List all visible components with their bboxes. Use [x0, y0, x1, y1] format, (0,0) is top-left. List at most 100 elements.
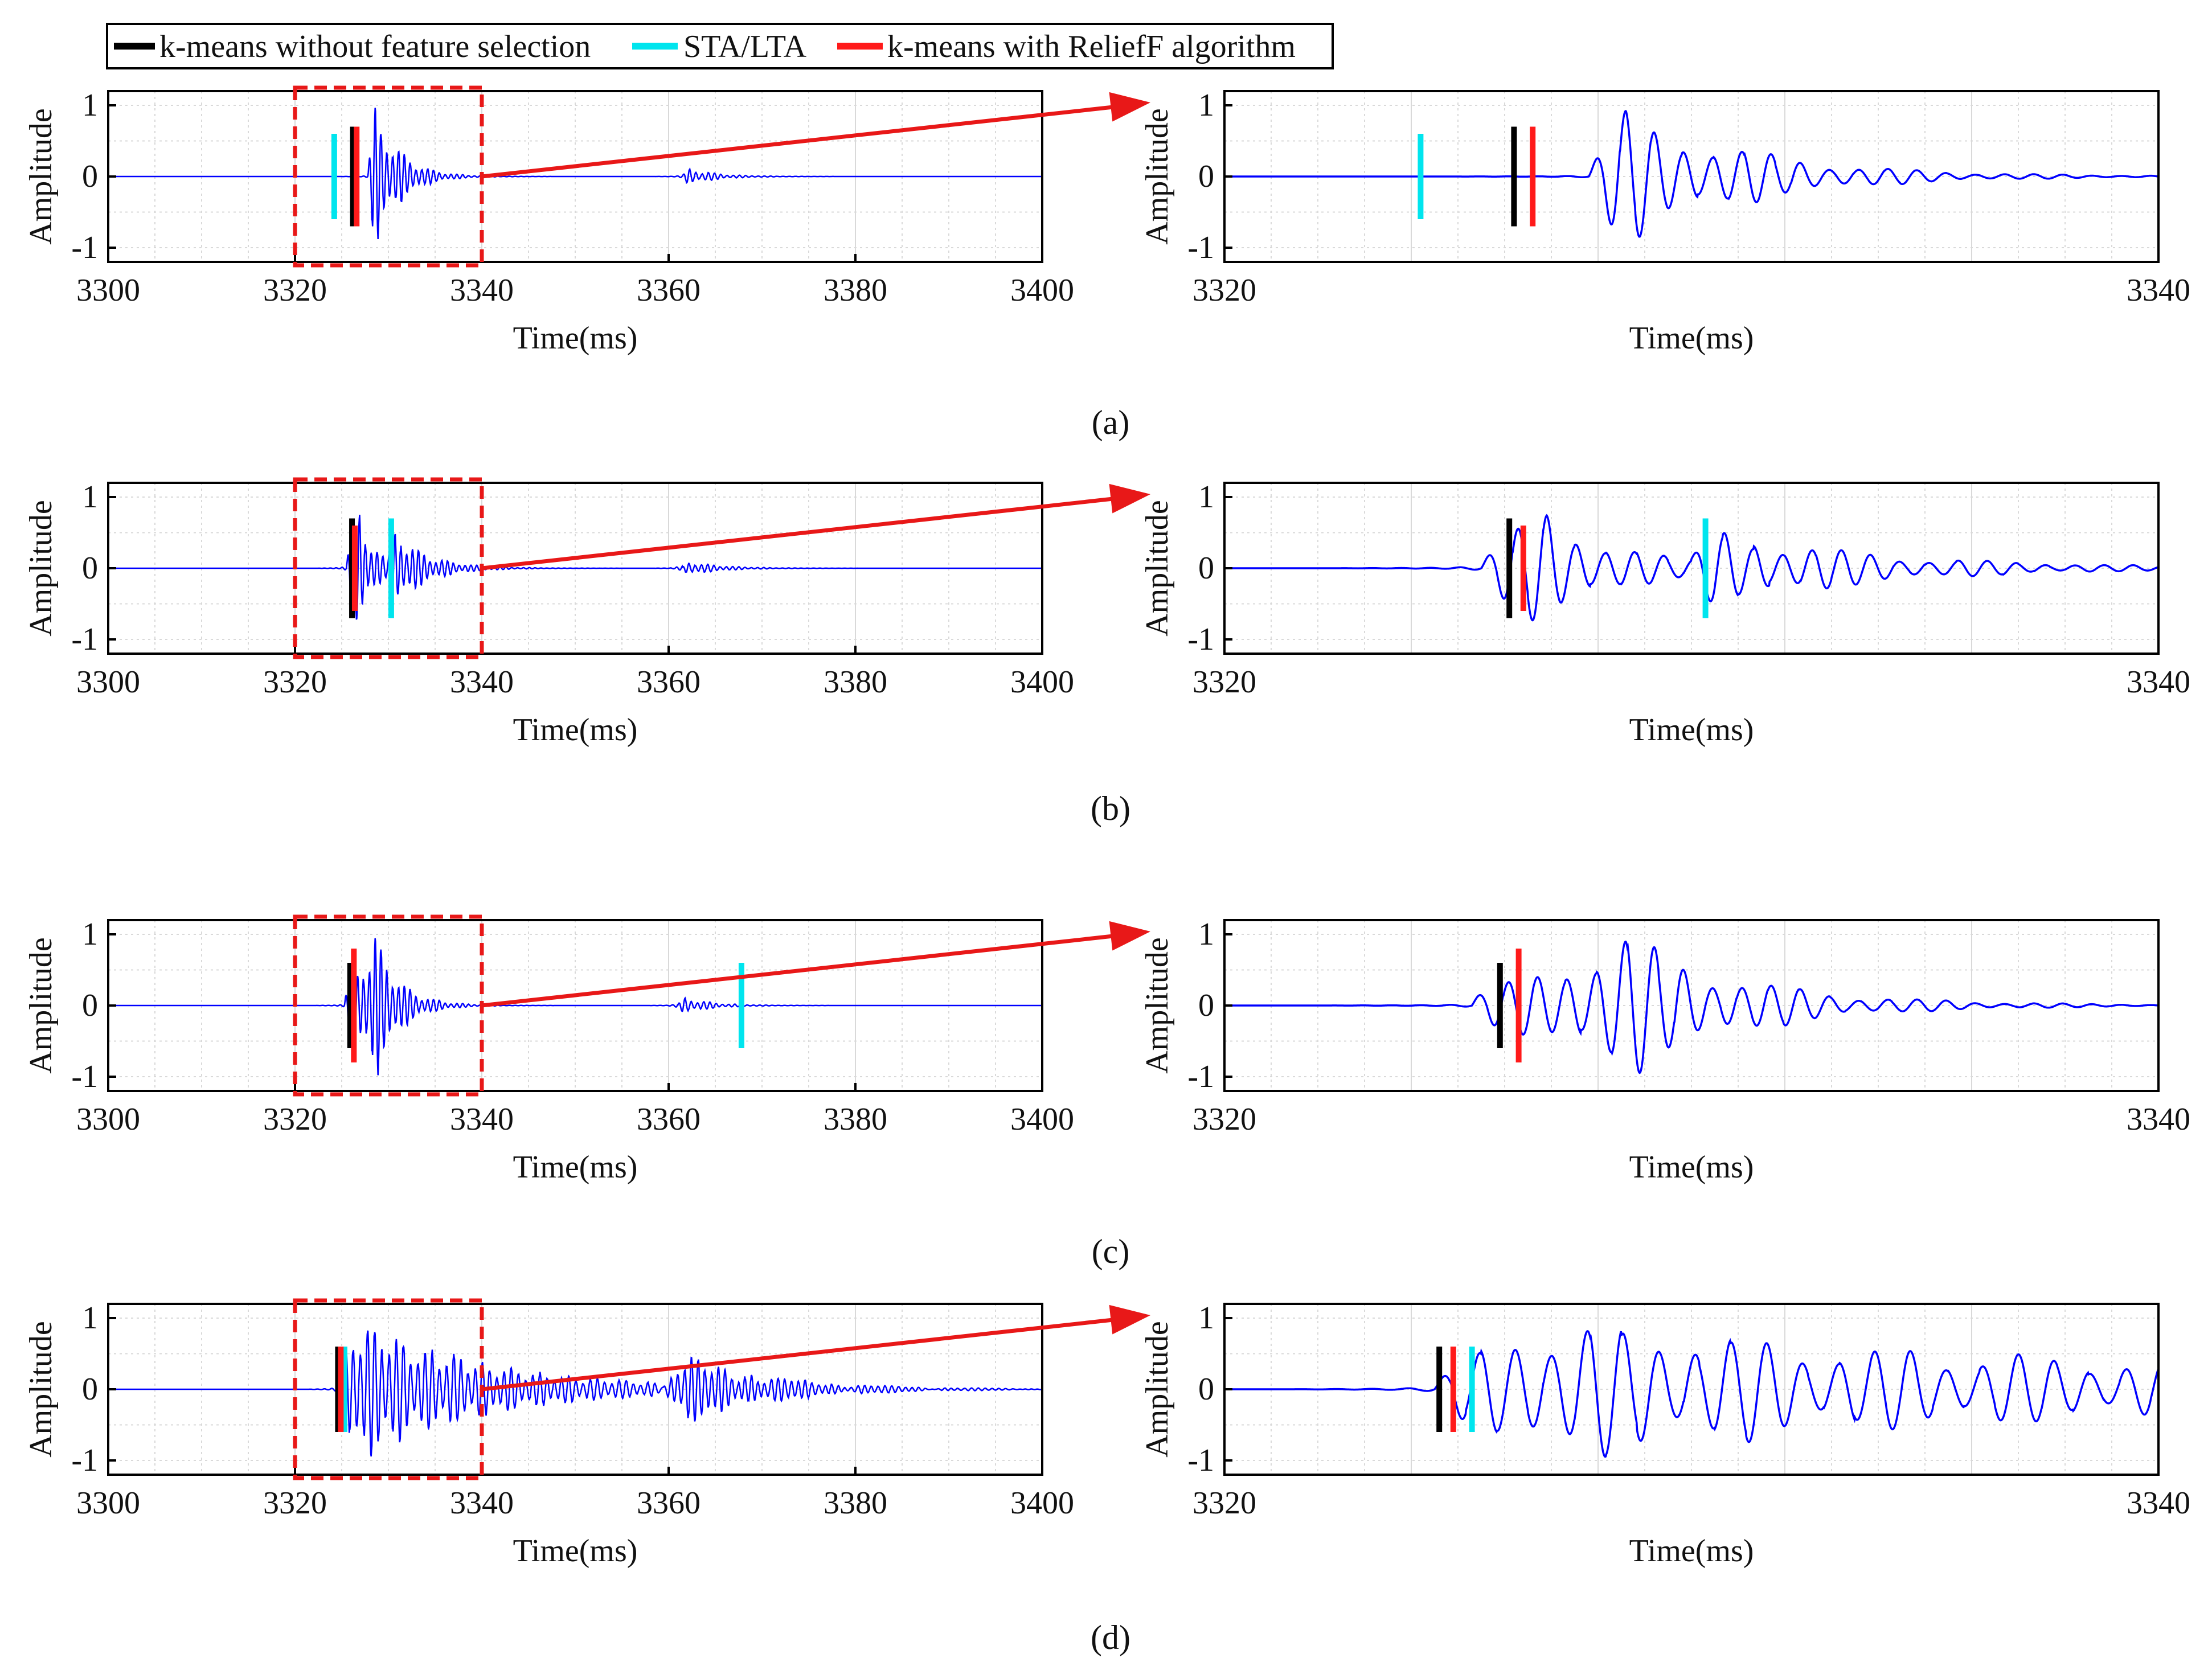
x-tick-label: 3300	[76, 1102, 140, 1137]
chart-panel-2: 1 0 -1 3300 3320 3340 3360 3380 3400 Time(ms) Ampl…	[23, 477, 2190, 827]
zoom-axes: 1 0 -1 3320 3340 Time(ms) Amplitude	[1140, 917, 2190, 1185]
x-tick-label: 3380	[824, 1102, 887, 1137]
x-tick-label: 3380	[824, 1485, 887, 1521]
x-axis-label: Time(ms)	[513, 321, 638, 356]
y-tick-label: 1	[1198, 917, 1214, 952]
signal-trace	[108, 108, 1042, 239]
y-axis-label: Amplitude	[23, 937, 59, 1074]
zoom-arrow-line	[481, 494, 1140, 571]
x-tick-label: 3320	[1193, 1102, 1256, 1137]
x-tick-label: 3380	[824, 273, 887, 308]
x-tick-label: 3320	[263, 273, 327, 308]
zoom-arrow-line	[481, 1315, 1140, 1392]
y-axis-label: Amplitude	[23, 108, 59, 245]
panel-caption: (d)	[1091, 1619, 1130, 1656]
x-tick-label: 3400	[1010, 273, 1074, 308]
x-tick-label: 3360	[637, 1102, 701, 1137]
y-tick-label: -1	[71, 1059, 98, 1094]
x-axis-label: Time(ms)	[513, 1150, 638, 1185]
legend-label-sta-lta: STA/LTA	[683, 29, 807, 64]
full-axes: 1 0 -1 3300 3320 3340 3360 3380 3400 Time(ms) Ampl…	[23, 479, 1074, 748]
zoom-arrow-line	[481, 102, 1140, 179]
y-tick-label: -1	[1187, 622, 1214, 657]
y-tick-label: -1	[71, 622, 98, 657]
signal-trace	[1224, 940, 2159, 1074]
y-tick-label: 1	[1198, 1300, 1214, 1336]
y-tick-label: 0	[82, 551, 98, 586]
x-tick-label: 3380	[824, 664, 887, 700]
y-tick-label: 0	[1198, 159, 1214, 194]
x-tick-label: 3340	[450, 273, 514, 308]
x-tick-label: 3400	[1010, 1485, 1074, 1521]
x-tick-label: 3320	[263, 664, 327, 700]
signal-trace	[108, 938, 1042, 1076]
x-tick-label: 3320	[263, 1102, 327, 1137]
x-tick-label: 3340	[2127, 1485, 2190, 1521]
y-tick-label: 1	[1198, 88, 1214, 123]
y-tick-label: 1	[82, 1300, 98, 1336]
x-axis-label: Time(ms)	[1629, 712, 1754, 748]
x-tick-label: 3340	[450, 1102, 514, 1137]
zoom-axes: 1 0 -1 3320 3340 Time(ms) Amplitude	[1140, 1300, 2190, 1569]
x-axis-label: Time(ms)	[513, 1533, 638, 1569]
x-tick-label: 3400	[1010, 664, 1074, 700]
zoom-arrow-head	[1109, 1304, 1150, 1335]
x-axis-label: Time(ms)	[513, 712, 638, 748]
panel-caption: (c)	[1092, 1233, 1130, 1270]
y-tick-label: 1	[82, 917, 98, 952]
x-tick-label: 3340	[2127, 1102, 2190, 1137]
x-tick-label: 3300	[76, 273, 140, 308]
legend-label-kmeans-no-fs: k-means without feature selection	[159, 29, 591, 64]
signal-trace	[108, 514, 1042, 620]
signal-trace	[1224, 514, 2159, 622]
legend-box	[106, 23, 1334, 69]
y-tick-label: -1	[1187, 1059, 1214, 1094]
x-tick-label: 3340	[450, 1485, 514, 1521]
chart-panel-1: 1 0 -1 3300 3320 3340 3360 3380 3400 Time(ms) Ampl…	[23, 85, 2190, 441]
y-tick-label: 0	[1198, 1372, 1214, 1407]
x-tick-label: 3300	[76, 664, 140, 700]
x-tick-label: 3320	[1193, 664, 1256, 700]
x-tick-label: 3360	[637, 664, 701, 700]
chart-panel-4: 1 0 -1 3300 3320 3340 3360 3380 3400 Time(ms) Ampl…	[23, 1298, 2190, 1656]
y-tick-label: 0	[1198, 988, 1214, 1023]
y-tick-label: 1	[82, 88, 98, 123]
signal-trace	[1224, 1330, 2160, 1458]
x-tick-label: 3360	[637, 1485, 701, 1521]
x-tick-label: 3340	[2127, 664, 2190, 700]
y-tick-label: 0	[82, 1372, 98, 1407]
panel-caption: (b)	[1091, 790, 1130, 827]
y-axis-label: Amplitude	[1140, 1321, 1175, 1458]
y-axis-label: Amplitude	[1140, 500, 1175, 637]
zoom-arrow-head	[1109, 921, 1150, 951]
full-axes: 1 0 -1 3300 3320 3340 3360 3380 3400 Time(ms) Ampl…	[23, 917, 1074, 1185]
zoom-arrow-line	[481, 931, 1140, 1008]
legend-label-kmeans-relieff: k-means with ReliefF algorithm	[887, 29, 1296, 64]
x-tick-label: 3300	[76, 1485, 140, 1521]
chart-panel-3: 1 0 -1 3300 3320 3340 3360 3380 3400 Time(ms) Ampl…	[23, 914, 2190, 1270]
y-tick-label: 1	[1198, 479, 1214, 515]
y-tick-label: -1	[71, 1443, 98, 1478]
x-axis-label: Time(ms)	[1629, 321, 1754, 356]
y-tick-label: 1	[82, 479, 98, 515]
zoom-arrow-head	[1109, 483, 1150, 514]
y-tick-label: 0	[1198, 551, 1214, 586]
y-tick-label: -1	[1187, 230, 1214, 265]
zoom-axes: 1 0 -1 3320 3340 Time(ms) Amplitude	[1140, 479, 2190, 748]
full-axes: 1 0 -1 3300 3320 3340 3360 3380 3400 Time(ms) Ampl…	[23, 88, 1074, 356]
x-tick-label: 3400	[1010, 1102, 1074, 1137]
x-tick-label: 3320	[263, 1485, 327, 1521]
x-axis-label: Time(ms)	[1629, 1150, 1754, 1185]
y-axis-label: Amplitude	[1140, 937, 1175, 1074]
x-tick-label: 3320	[1193, 273, 1256, 308]
zoom-arrow-head	[1109, 92, 1150, 122]
legend: k-means without feature selection STA/LT…	[106, 23, 1334, 69]
y-tick-label: 0	[82, 159, 98, 194]
signal-trace	[1224, 109, 2159, 238]
x-tick-label: 3320	[1193, 1485, 1256, 1521]
x-tick-label: 3360	[637, 273, 701, 308]
x-tick-label: 3340	[2127, 273, 2190, 308]
x-tick-label: 3340	[450, 664, 514, 700]
y-tick-label: -1	[1187, 1443, 1214, 1478]
